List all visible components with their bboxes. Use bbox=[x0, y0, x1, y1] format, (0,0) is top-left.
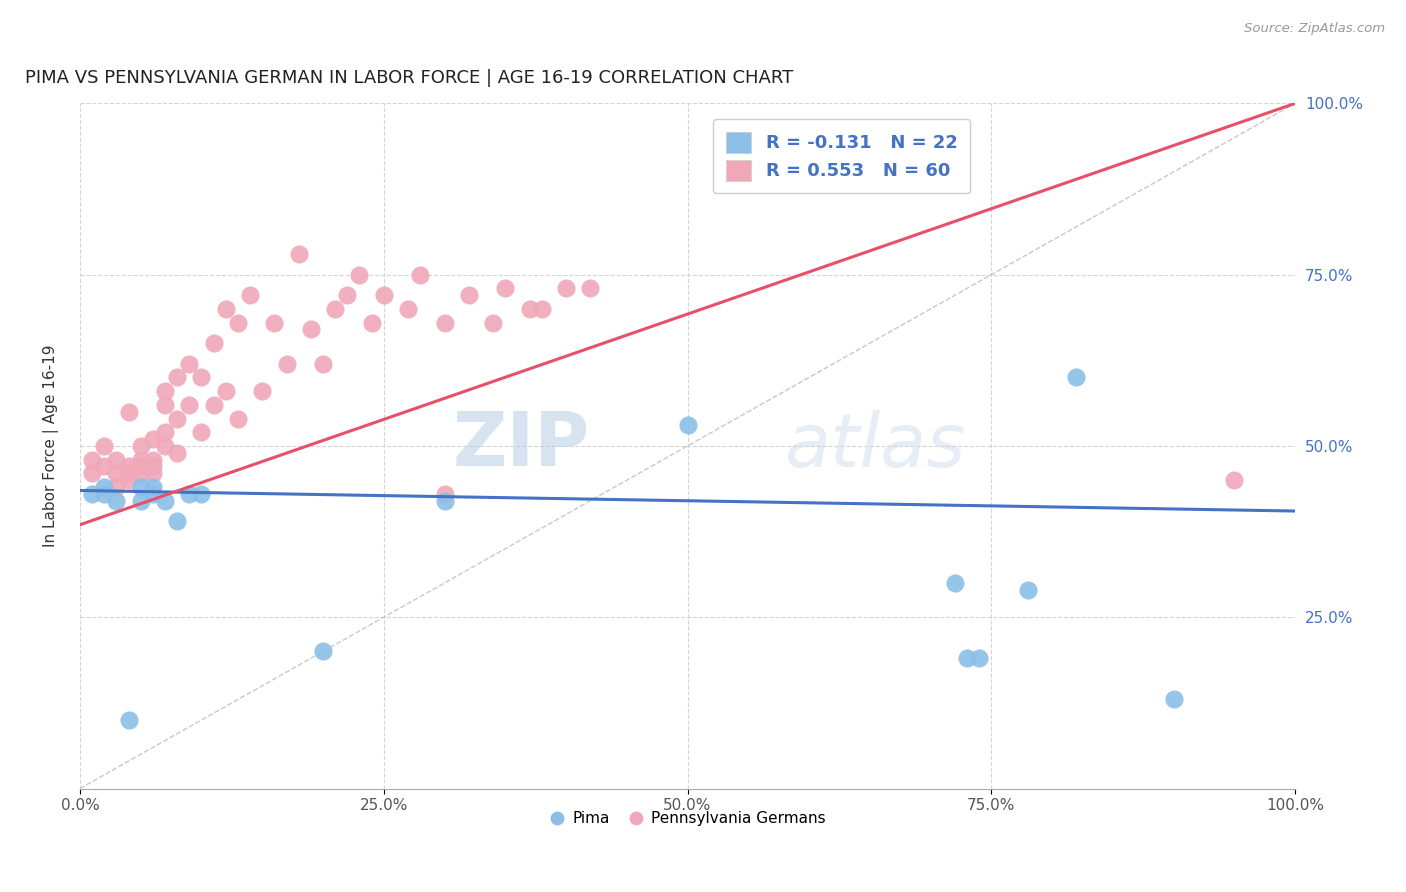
Point bbox=[93, 439, 115, 453]
Point bbox=[117, 473, 139, 487]
Point bbox=[82, 452, 104, 467]
Point bbox=[129, 480, 152, 494]
Point bbox=[252, 384, 274, 398]
Point bbox=[1066, 370, 1088, 384]
Point bbox=[555, 281, 578, 295]
Point bbox=[215, 384, 238, 398]
Point bbox=[530, 301, 553, 316]
Point bbox=[226, 316, 249, 330]
Point bbox=[323, 301, 346, 316]
Point bbox=[105, 467, 128, 481]
Point bbox=[967, 651, 990, 665]
Point bbox=[433, 487, 456, 501]
Point bbox=[129, 452, 152, 467]
Point bbox=[202, 398, 225, 412]
Point bbox=[142, 480, 165, 494]
Point bbox=[105, 480, 128, 494]
Point bbox=[373, 288, 395, 302]
Point bbox=[226, 411, 249, 425]
Point bbox=[105, 452, 128, 467]
Point bbox=[179, 487, 201, 501]
Point bbox=[105, 493, 128, 508]
Y-axis label: In Labor Force | Age 16-19: In Labor Force | Age 16-19 bbox=[44, 344, 59, 547]
Point bbox=[190, 487, 212, 501]
Point bbox=[153, 439, 176, 453]
Point bbox=[312, 357, 335, 371]
Point bbox=[117, 467, 139, 481]
Point bbox=[1223, 473, 1246, 487]
Point bbox=[166, 446, 188, 460]
Point bbox=[153, 425, 176, 440]
Text: ZIP: ZIP bbox=[453, 409, 591, 483]
Point bbox=[166, 411, 188, 425]
Point bbox=[409, 268, 432, 282]
Point bbox=[312, 644, 335, 658]
Point bbox=[202, 336, 225, 351]
Point bbox=[142, 452, 165, 467]
Point bbox=[153, 493, 176, 508]
Point bbox=[142, 432, 165, 446]
Point bbox=[263, 316, 285, 330]
Point bbox=[153, 398, 176, 412]
Point bbox=[179, 398, 201, 412]
Point bbox=[1017, 582, 1039, 597]
Point bbox=[215, 301, 238, 316]
Point bbox=[396, 301, 419, 316]
Point bbox=[142, 487, 165, 501]
Point bbox=[166, 370, 188, 384]
Point bbox=[239, 288, 262, 302]
Point bbox=[943, 576, 966, 591]
Point bbox=[117, 713, 139, 727]
Point bbox=[117, 459, 139, 474]
Point bbox=[336, 288, 359, 302]
Point bbox=[153, 384, 176, 398]
Point bbox=[142, 459, 165, 474]
Point bbox=[349, 268, 371, 282]
Point bbox=[457, 288, 479, 302]
Point bbox=[129, 467, 152, 481]
Point bbox=[494, 281, 516, 295]
Point bbox=[142, 467, 165, 481]
Point bbox=[166, 514, 188, 528]
Point bbox=[82, 467, 104, 481]
Point bbox=[93, 480, 115, 494]
Point bbox=[299, 322, 322, 336]
Point bbox=[433, 493, 456, 508]
Point bbox=[93, 487, 115, 501]
Point bbox=[287, 247, 309, 261]
Point bbox=[1163, 692, 1185, 706]
Point bbox=[433, 316, 456, 330]
Text: PIMA VS PENNSYLVANIA GERMAN IN LABOR FORCE | AGE 16-19 CORRELATION CHART: PIMA VS PENNSYLVANIA GERMAN IN LABOR FOR… bbox=[25, 69, 793, 87]
Point bbox=[482, 316, 505, 330]
Point bbox=[129, 439, 152, 453]
Point bbox=[676, 418, 699, 433]
Point bbox=[360, 316, 382, 330]
Point bbox=[519, 301, 541, 316]
Text: atlas: atlas bbox=[785, 410, 966, 482]
Text: Source: ZipAtlas.com: Source: ZipAtlas.com bbox=[1244, 22, 1385, 36]
Point bbox=[129, 459, 152, 474]
Point bbox=[93, 459, 115, 474]
Point bbox=[129, 493, 152, 508]
Point bbox=[190, 370, 212, 384]
Point bbox=[579, 281, 602, 295]
Point bbox=[190, 425, 212, 440]
Point bbox=[179, 357, 201, 371]
Point bbox=[276, 357, 298, 371]
Point bbox=[956, 651, 979, 665]
Legend: Pima, Pennsylvania Germans: Pima, Pennsylvania Germans bbox=[543, 805, 832, 832]
Point bbox=[82, 487, 104, 501]
Point bbox=[117, 405, 139, 419]
